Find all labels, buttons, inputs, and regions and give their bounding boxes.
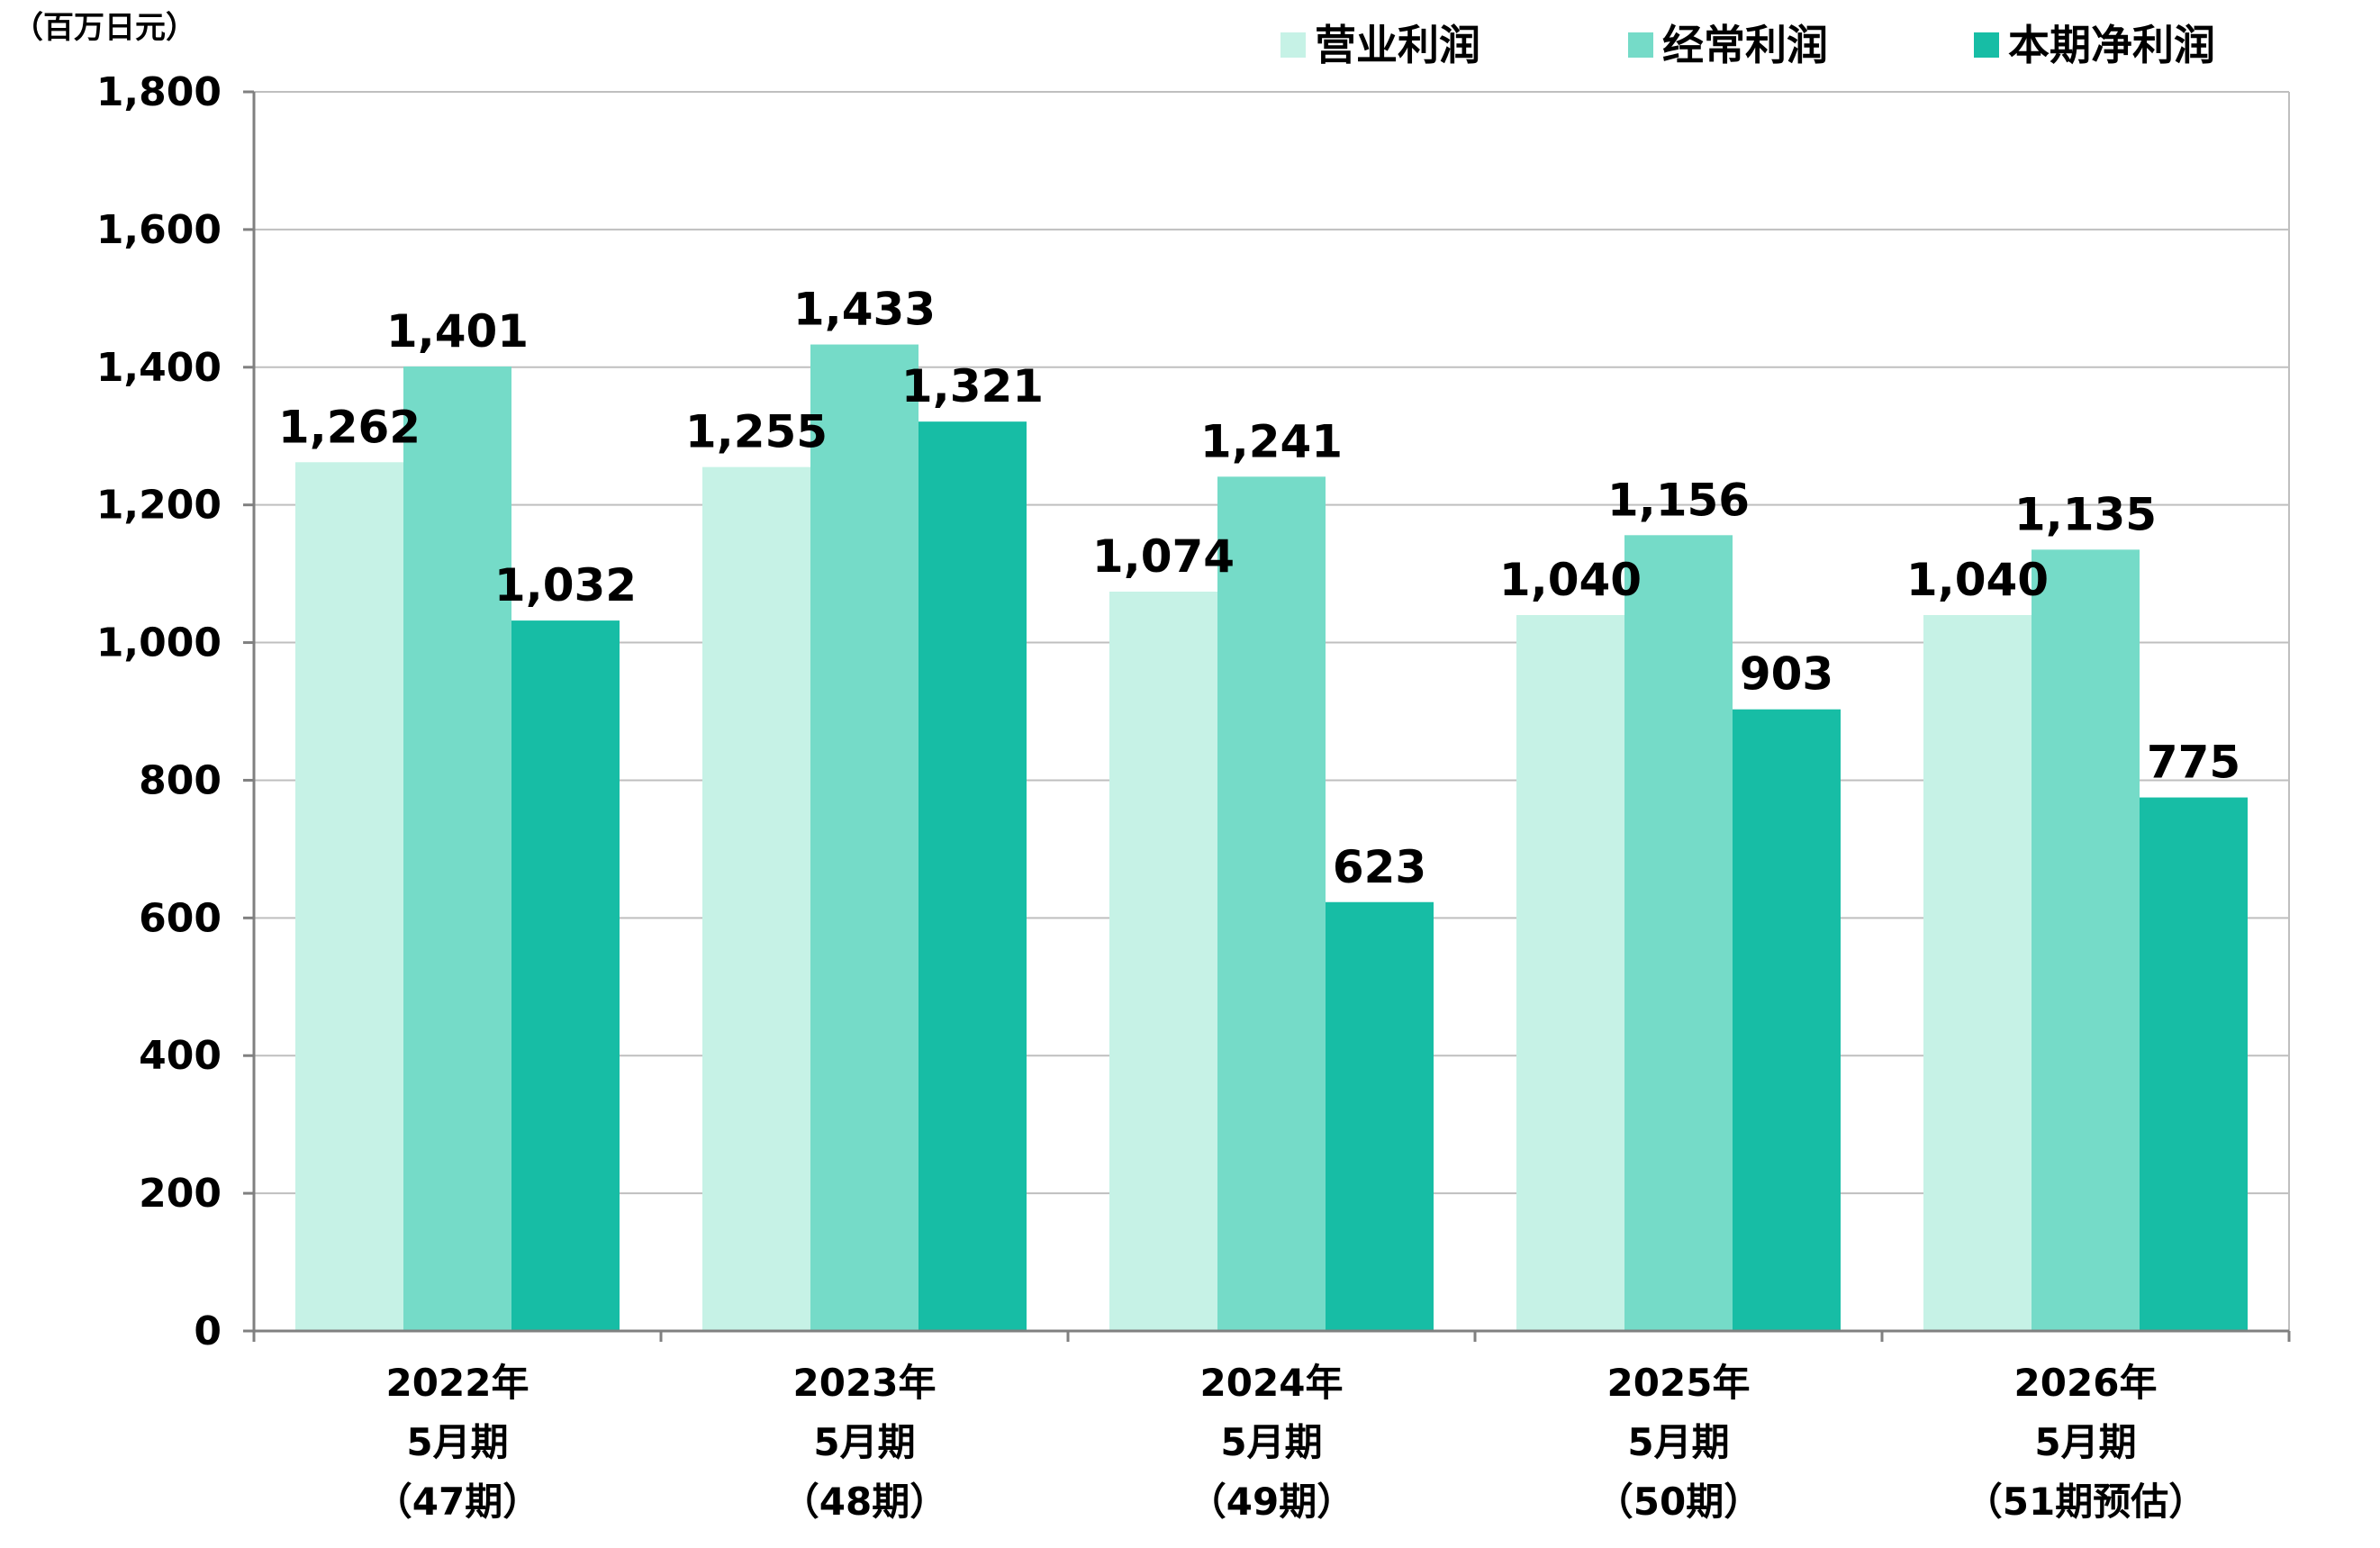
axes <box>243 90 2291 1342</box>
bar <box>1217 476 1326 1331</box>
bar <box>1326 901 1434 1331</box>
bar <box>702 466 810 1331</box>
x-tick-label: （50期） <box>1596 1480 1761 1524</box>
data-label: 1,040 <box>1499 554 1642 606</box>
legend-label: 本期净利润 <box>2008 21 2215 69</box>
x-tick-label: 2024年 <box>1200 1361 1344 1405</box>
legend-swatch <box>1974 32 1999 58</box>
data-label: 1,433 <box>793 284 936 336</box>
y-tick-label: 800 <box>139 757 222 803</box>
bar <box>295 462 403 1331</box>
data-label: 1,321 <box>901 360 1044 412</box>
y-tick-label: 1,400 <box>96 345 222 391</box>
x-tick-label: 5月期 <box>1220 1420 1322 1464</box>
legend: 营业利润 经常利润 本期净利润 <box>1280 21 2215 69</box>
legend-swatch <box>1280 32 1306 58</box>
bar <box>1923 614 2032 1331</box>
bar <box>1733 709 1841 1331</box>
bar <box>403 367 511 1332</box>
y-tick-label: 1,800 <box>96 69 222 115</box>
legend-swatch <box>1628 32 1653 58</box>
data-label: 1,401 <box>386 305 529 358</box>
bar <box>1516 614 1624 1331</box>
bar <box>2140 797 2248 1331</box>
y-tick-label: 1,000 <box>96 620 222 666</box>
legend-label: 经常利润 <box>1662 21 1828 69</box>
data-label: 903 <box>1740 648 1833 701</box>
x-tick-label: 5月期 <box>406 1420 508 1464</box>
x-tick-label: 5月期 <box>2034 1420 2136 1464</box>
y-tick-label: 200 <box>139 1171 222 1217</box>
bar <box>1109 591 1217 1331</box>
y-tick-label: 600 <box>139 895 222 941</box>
data-label: 1,135 <box>2014 488 2157 540</box>
y-tick-labels: 0 200 400 600 800 1,000 1,200 1,400 1,600 1,800 <box>96 69 222 1354</box>
x-tick-label: （48期） <box>782 1480 947 1524</box>
data-label: 1,032 <box>494 559 637 611</box>
y-tick-label: 1,600 <box>96 207 222 253</box>
data-label: 1,262 <box>278 401 421 453</box>
legend-label: 营业利润 <box>1315 21 1480 69</box>
data-label: 1,074 <box>1092 530 1235 583</box>
data-label: 1,156 <box>1607 474 1750 526</box>
x-tick-labels: 2022年 5月期 （47期） 2023年 5月期 （48期） 2024年 5月期 （49期） 2… <box>375 1361 2206 1524</box>
data-label: 1,040 <box>1906 554 2049 606</box>
x-tick-label: 2026年 <box>2014 1361 2158 1405</box>
x-tick-label: 2025年 <box>1607 1361 1751 1405</box>
x-tick-label: 5月期 <box>1627 1420 1729 1464</box>
x-tick-label: 2022年 <box>386 1361 529 1405</box>
x-tick-label: （49期） <box>1189 1480 1354 1524</box>
bar <box>810 344 919 1331</box>
y-tick-label: 400 <box>139 1033 222 1079</box>
y-tick-label: 0 <box>194 1308 222 1354</box>
y-tick-label: 1,200 <box>96 483 222 529</box>
x-tick-label: （51期预估） <box>1965 1480 2206 1524</box>
data-label: 1,241 <box>1200 415 1343 467</box>
data-label: 1,255 <box>685 406 828 458</box>
x-tick-label: 5月期 <box>813 1420 915 1464</box>
bars <box>295 344 2248 1332</box>
x-tick-label: 2023年 <box>793 1361 937 1405</box>
data-label: 775 <box>2147 737 2240 789</box>
x-tick-label: （47期） <box>375 1480 540 1524</box>
bar <box>511 620 620 1331</box>
data-labels: 1,262 1,401 1,032 1,255 1,433 1,321 1,074 1,241… <box>278 284 2240 893</box>
data-label: 623 <box>1333 841 1426 893</box>
y-unit-label: （百万日元） <box>13 10 196 46</box>
bar <box>919 421 1027 1331</box>
bar <box>2032 549 2140 1331</box>
bar <box>1624 535 1733 1331</box>
